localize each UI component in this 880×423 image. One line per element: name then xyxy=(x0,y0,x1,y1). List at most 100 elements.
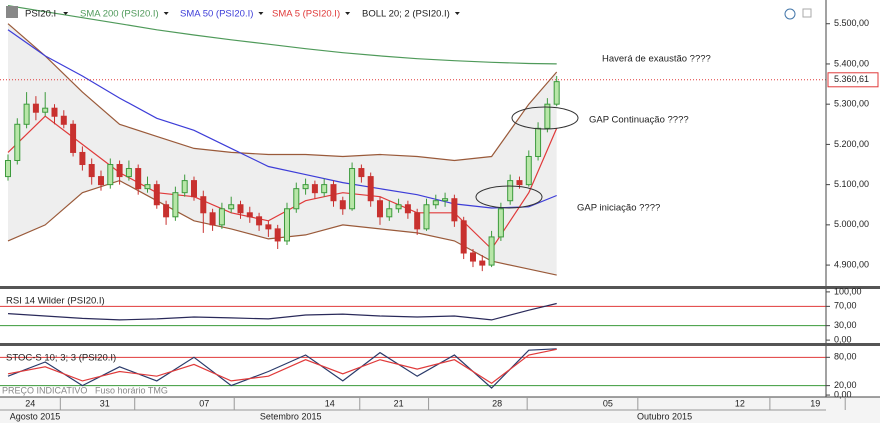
y-tick-label: 5.300,00 xyxy=(834,99,869,109)
candle-body xyxy=(442,198,449,202)
candle-body xyxy=(79,151,86,166)
candle-body xyxy=(330,184,337,202)
candle-body xyxy=(451,198,458,222)
watermark: Fuso horário TMG xyxy=(95,385,168,395)
legend-entry[interactable]: BOLL 20; 2 (PSI20.I) xyxy=(362,9,450,20)
watermark: PREÇO INDICATIVO xyxy=(2,385,87,395)
y-tick-label: 0,00 xyxy=(834,389,852,399)
panel-divider xyxy=(0,286,880,289)
legend-entry[interactable]: SMA 5 (PSI20.I) xyxy=(272,9,340,20)
candle-body xyxy=(535,127,542,157)
dropdown-arrow xyxy=(163,12,169,15)
symbol[interactable]: PSI20.I xyxy=(25,9,56,20)
legend-entry[interactable]: SMA 50 (PSI20.I) xyxy=(180,9,253,20)
y-tick-label: 100,00 xyxy=(834,286,862,296)
candle-body xyxy=(172,192,179,218)
month-label: Outubro 2015 xyxy=(637,411,692,421)
candle-body xyxy=(349,168,356,210)
candle-body xyxy=(116,164,123,178)
annotation: Haverá de exaustão ???? xyxy=(602,54,711,65)
candle-body xyxy=(339,200,346,210)
candle-body xyxy=(283,208,290,242)
candle-body xyxy=(14,123,21,161)
candle-body xyxy=(51,107,58,117)
candle-body xyxy=(395,204,402,210)
dropdown-arrow xyxy=(345,12,351,15)
indicator-line xyxy=(7,348,557,385)
band-line xyxy=(7,23,558,162)
clock-icon[interactable] xyxy=(784,8,796,20)
panel-divider xyxy=(0,343,880,346)
last-price-label: 5.360,61 xyxy=(834,74,869,84)
ellipse xyxy=(475,185,543,209)
candle-body xyxy=(135,168,142,190)
candle-body xyxy=(302,184,309,190)
candle-body xyxy=(32,103,39,113)
annotation: GAP iniciação ???? xyxy=(577,203,660,214)
y-tick-label: 20,00 xyxy=(834,380,857,390)
month-label: Agosto 2015 xyxy=(10,411,61,421)
candle-body xyxy=(367,176,374,202)
x-tick-label: 12 xyxy=(735,398,745,408)
candle-body xyxy=(228,204,235,210)
candle-body xyxy=(274,228,281,242)
x-tick-label: 24 xyxy=(25,398,35,408)
y-tick-label: 80,00 xyxy=(834,352,857,362)
candle-body xyxy=(70,123,77,153)
legend-entry[interactable]: SMA 200 (PSI20.I) xyxy=(80,9,159,20)
candle-body xyxy=(311,184,318,194)
candle-body xyxy=(23,103,30,125)
candle-body xyxy=(432,200,439,206)
window-icon[interactable] xyxy=(802,8,812,18)
candle-body xyxy=(414,212,421,230)
candle-body xyxy=(460,220,467,254)
annotation: GAP Continuação ???? xyxy=(589,115,689,126)
panel-title[interactable]: RSI 14 Wilder (PSI20.I) xyxy=(6,296,105,307)
candle-body xyxy=(200,196,207,214)
x-tick-label: 07 xyxy=(199,398,209,408)
y-tick-label: 4.900,00 xyxy=(834,259,869,269)
y-tick-label: 0,00 xyxy=(834,334,852,344)
candle-body xyxy=(97,176,104,186)
panel-title[interactable]: STOC-S 10; 3; 3 (PSI20.I) xyxy=(6,353,116,364)
y-tick-label: 5.200,00 xyxy=(834,139,869,149)
candle-body xyxy=(469,252,476,262)
candle-body xyxy=(209,212,216,226)
x-tick-label: 28 xyxy=(492,398,502,408)
y-tick-label: 5.500,00 xyxy=(834,18,869,28)
candle-body xyxy=(497,208,504,238)
candle-body xyxy=(256,216,263,226)
candle-body xyxy=(237,204,244,214)
candle-body xyxy=(144,184,151,190)
candle-body xyxy=(404,204,411,214)
y-tick-label: 5.100,00 xyxy=(834,179,869,189)
candle-body xyxy=(246,212,253,218)
candle-body xyxy=(190,180,197,198)
candle-body xyxy=(423,204,430,230)
dropdown-arrow xyxy=(258,12,264,15)
y-tick-label: 70,00 xyxy=(834,301,857,311)
candle-body xyxy=(479,260,486,266)
candle-body xyxy=(376,200,383,218)
candle-body xyxy=(153,184,160,206)
candle-body xyxy=(4,159,11,178)
candle-body xyxy=(60,115,67,125)
candle-body xyxy=(293,188,300,210)
y-tick-label: 5.400,00 xyxy=(834,58,869,68)
candle-body xyxy=(358,168,365,178)
candle-body xyxy=(107,164,114,186)
indicator-line xyxy=(7,302,557,321)
x-tick-label: 14 xyxy=(325,398,335,408)
candle-body xyxy=(265,224,272,230)
candle-body xyxy=(321,184,328,194)
candle-body xyxy=(181,180,188,194)
last-price-box xyxy=(827,72,879,88)
y-tick-label: 5.000,00 xyxy=(834,219,869,229)
candle-body xyxy=(386,208,393,218)
candle-body xyxy=(553,81,560,105)
dropdown-arrow xyxy=(454,12,460,15)
ellipse xyxy=(511,106,579,130)
candle-body xyxy=(125,168,132,178)
symbol-icon[interactable] xyxy=(6,6,18,18)
candle-body xyxy=(525,155,532,186)
